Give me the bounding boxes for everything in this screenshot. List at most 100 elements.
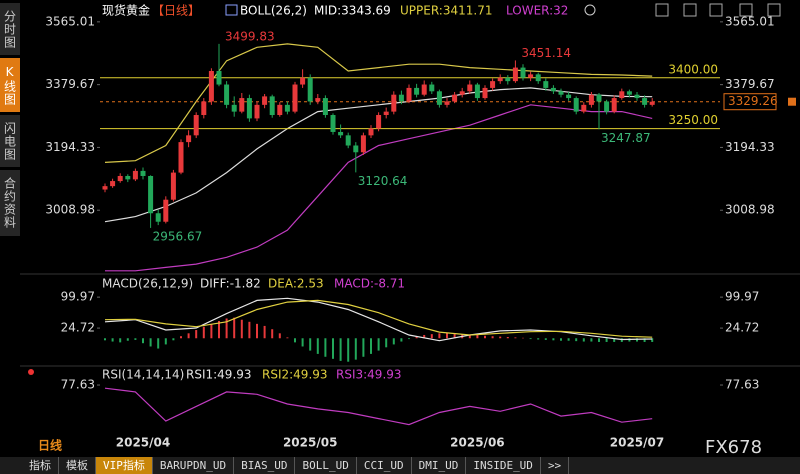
x-tick-label: 2025/06 — [450, 436, 504, 450]
alert-dot — [28, 369, 34, 375]
indicator-tab[interactable]: BIAS_UD — [234, 457, 296, 474]
candle-body — [368, 128, 374, 136]
low-label: 3247.87 — [601, 131, 651, 145]
candle-body — [604, 101, 610, 112]
low-label: 3120.64 — [358, 174, 408, 188]
indicator-tab[interactable]: BOLL_UD — [295, 457, 357, 474]
candle-body — [155, 213, 161, 222]
candle-body — [231, 104, 237, 112]
panel-legend: RSI1:49.93 — [186, 368, 252, 382]
candle-body — [216, 70, 222, 85]
side-tab[interactable]: 闪电图 — [0, 115, 20, 167]
candle-body — [398, 94, 404, 102]
boll-lower: LOWER:32 — [506, 4, 568, 18]
candle-body — [429, 84, 435, 92]
indicator: BOLL(26,2) — [240, 4, 307, 18]
y-tick-label: 99.97 — [61, 290, 95, 304]
candle-body — [125, 175, 131, 180]
candle-body — [193, 115, 199, 136]
candle-body — [360, 135, 366, 153]
symbol: 现货黄金 — [102, 3, 150, 18]
x-tick-label: 2025/04 — [116, 436, 170, 450]
side-tab[interactable]: 分时图 — [0, 3, 20, 55]
indicator-tab[interactable]: CCI_UD — [357, 457, 412, 474]
high-label: 3451.14 — [521, 46, 571, 60]
candle-body — [345, 135, 351, 146]
x-tick-label: 2025/05 — [283, 436, 337, 450]
panel-legend: DEA:2.53 — [268, 277, 324, 291]
y-tick-label: 3194.33 — [45, 140, 95, 154]
candle-body — [414, 87, 420, 95]
boll-icon — [225, 4, 238, 16]
y-tick-label: 3008.98 — [45, 203, 95, 217]
candle-body — [505, 77, 511, 82]
indicator-tab[interactable]: 模板 — [59, 457, 96, 474]
indicator-line — [104, 387, 653, 426]
candle-body — [626, 91, 632, 95]
tool-icon[interactable] — [767, 3, 781, 17]
level-label: 3400.00 — [668, 62, 718, 76]
candle-body — [208, 70, 214, 102]
candle-body — [482, 87, 488, 99]
candle-body — [376, 115, 382, 129]
watermark: FX678 — [705, 437, 762, 458]
side-tab[interactable]: K线图 — [0, 58, 20, 112]
y-tick-label: 77.63 — [61, 378, 95, 392]
candle-body — [634, 94, 640, 99]
candle-body — [490, 81, 496, 88]
tool-icon[interactable] — [655, 3, 669, 17]
candle-body — [178, 142, 184, 173]
candle-body — [391, 94, 397, 112]
candle-body — [520, 67, 526, 78]
candle-body — [140, 170, 146, 176]
candle-body — [406, 87, 412, 102]
boll-upper: UPPER:3411.71 — [400, 4, 492, 18]
y-tick-label: 3379.67 — [45, 77, 95, 91]
indicator-tab[interactable]: BARUPDN_UD — [153, 457, 235, 474]
close-icon[interactable] — [584, 4, 596, 16]
candle-body — [186, 135, 192, 143]
indicator-tab[interactable]: >> — [541, 457, 570, 474]
indicator-tab[interactable]: 指标 — [22, 457, 59, 474]
tab-bar: 指标 模板 VIP指标 BARUPDN_UD BIAS_UD BOLL_UD CCI_UD D… — [0, 457, 800, 474]
panel-legend: MACD:-8.71 — [334, 277, 405, 291]
candle-body — [436, 91, 442, 105]
candle-body — [474, 84, 480, 99]
x-tick-label: 2025/07 — [610, 436, 664, 450]
candle-body — [284, 104, 290, 112]
side-tab[interactable]: 合约资料 — [0, 170, 20, 236]
candle-body — [611, 98, 617, 112]
y-tick-label: 3379.67 — [725, 77, 775, 91]
period: 【日线】 — [152, 4, 200, 18]
candle-body — [269, 96, 275, 116]
candle-body — [110, 181, 116, 187]
candle-body — [581, 104, 587, 112]
panel-legend: RSI3:49.93 — [336, 368, 402, 382]
indicator-tab[interactable]: DMI_UD — [412, 457, 467, 474]
last-price-label: 3329.26 — [728, 94, 778, 108]
y-tick-label: 99.97 — [725, 290, 759, 304]
background — [20, 0, 800, 457]
candle-body — [262, 96, 268, 105]
candle-body — [330, 115, 336, 132]
candle-body — [467, 84, 473, 92]
candle-body — [315, 98, 321, 102]
last-price-marker — [788, 97, 796, 106]
candle-body — [497, 77, 503, 82]
candle-body — [512, 67, 518, 82]
tool-icon[interactable] — [683, 3, 697, 17]
y-tick-label: 3008.98 — [725, 203, 775, 217]
candle-body — [353, 145, 359, 153]
indicator-line — [105, 104, 653, 272]
y-tick-label: 24.72 — [725, 321, 759, 335]
candle-body — [528, 74, 534, 78]
candle-body — [277, 104, 283, 116]
tool-icon[interactable] — [709, 3, 723, 17]
indicator-tab[interactable]: VIP指标 — [96, 457, 153, 474]
candle-body — [132, 170, 138, 180]
candle-body — [322, 98, 328, 116]
panel-legend: RSI2:49.93 — [262, 368, 328, 382]
tool-icon[interactable] — [739, 3, 753, 17]
indicator-tab[interactable]: INSIDE_UD — [466, 457, 541, 474]
